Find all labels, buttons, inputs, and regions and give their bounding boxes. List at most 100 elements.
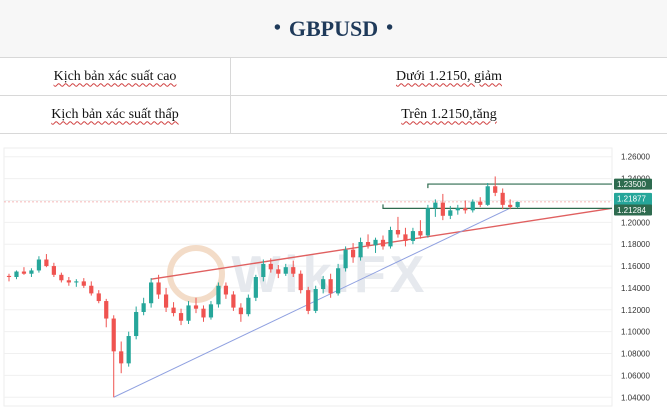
candle-body [403, 234, 408, 241]
y-tick-label: 1.08000 [621, 350, 650, 359]
candle-body [29, 270, 34, 274]
candle-body [425, 208, 430, 236]
candle-body [51, 266, 56, 275]
candle-body [171, 307, 176, 314]
candle-body [14, 271, 19, 277]
candle-body [298, 273, 303, 291]
current-price-tag-text: 1.21877 [617, 194, 646, 203]
candle-body [268, 263, 273, 270]
candle-body [440, 202, 445, 216]
support-trendline [113, 207, 510, 398]
candle-body [283, 267, 288, 274]
plot-frame [3, 147, 613, 407]
candle-body [21, 271, 27, 274]
support-price-tag-box [614, 204, 652, 216]
scenario-value: Trên 1.2150,tăng [230, 95, 667, 134]
candle-body [515, 201, 520, 208]
candle-body [111, 318, 116, 352]
scenario-value: Dưới 1.2150, giảm [230, 57, 667, 96]
candle-body [276, 269, 281, 274]
candle-body [463, 208, 468, 211]
candle-body [246, 297, 251, 315]
scenario-table: Kịch bản xác suất cao Dưới 1.2150, giảm … [0, 57, 667, 134]
candle-body [66, 280, 71, 283]
candle-body [508, 204, 513, 208]
candle-body [455, 208, 460, 211]
candlestick-chart: 1.260001.240001.220001.200001.180001.160… [3, 147, 652, 407]
page-title: GBPUSD [288, 15, 379, 41]
y-tick-label: 1.04000 [621, 393, 650, 402]
candle-body [336, 268, 341, 294]
candle-body [410, 231, 416, 241]
y-tick-label: 1.26000 [621, 153, 650, 162]
resistance-price-tag-text: 1.23500 [617, 180, 646, 189]
candle-body [485, 186, 490, 205]
candle-body [238, 307, 243, 315]
candle-body [163, 294, 169, 308]
candle-body [44, 259, 49, 267]
candle-body [350, 249, 356, 258]
candle-body [291, 267, 296, 274]
candle-body [119, 351, 124, 364]
candle-body [89, 285, 94, 294]
candle-body [313, 289, 318, 311]
y-tick-label: 1.18000 [621, 240, 650, 249]
candle-body [388, 229, 393, 247]
table-row: Kịch bản xác suất thấp Trên 1.2150,tăng [0, 95, 667, 134]
y-tick-label: 1.06000 [621, 371, 650, 380]
chart-area: 1.260001.240001.220001.200001.180001.160… [0, 134, 667, 408]
candle-body [126, 336, 131, 364]
candle-body [321, 279, 326, 290]
candle-body [343, 249, 348, 269]
candle-body [478, 201, 483, 205]
candle-body [373, 239, 378, 246]
candle-body [141, 303, 146, 312]
candle-body [470, 201, 475, 211]
y-tick-label: 1.10000 [621, 328, 650, 337]
scenario-label: Kịch bản xác suất thấp [0, 95, 231, 134]
candle-body [74, 281, 79, 283]
candle-body [156, 282, 161, 295]
table-row: Kịch bản xác suất cao Dưới 1.2150, giảm [0, 57, 667, 96]
watermark-logo: WikiFX [232, 246, 429, 304]
support-price-tag-text: 1.21284 [617, 206, 646, 215]
candle-body [365, 242, 371, 246]
y-tick-label: 1.12000 [621, 306, 650, 315]
candle-body [328, 279, 333, 294]
candle-body [493, 186, 498, 193]
resistance-price-tag-box [614, 178, 652, 190]
candle-body [178, 313, 184, 321]
title-bullet-left: • [273, 17, 281, 39]
candle-body [186, 305, 191, 321]
candle-body [201, 308, 206, 318]
resistance-level-line [427, 183, 612, 189]
watermark-emblem [167, 245, 225, 303]
candle-body [448, 210, 453, 216]
candle-body [216, 285, 221, 305]
candle-body [500, 192, 505, 205]
y-tick-label: 1.16000 [621, 262, 650, 271]
candle-body [253, 277, 258, 298]
y-tick-label: 1.20000 [621, 218, 650, 227]
candle-body [149, 282, 154, 304]
scenario-label: Kịch bản xác suất cao [0, 57, 231, 96]
title-bullet-right: • [386, 17, 394, 39]
candle-body [36, 259, 42, 271]
candle-body [6, 275, 12, 277]
candle-body [81, 281, 86, 286]
candle-body [104, 301, 109, 319]
candle-body [433, 202, 438, 209]
candle-body [231, 294, 236, 308]
candle-body [395, 229, 401, 235]
page-header: • GBPUSD • [0, 0, 667, 57]
candle-body [223, 285, 229, 295]
support-level-line [382, 204, 612, 209]
candle-body [358, 242, 363, 258]
candle-body [380, 239, 386, 247]
candle-body [59, 274, 64, 281]
candle-body [193, 305, 199, 309]
candle-body [261, 263, 266, 277]
y-tick-label: 1.14000 [621, 284, 650, 293]
candle-body [208, 304, 214, 318]
candle-body [134, 311, 139, 337]
